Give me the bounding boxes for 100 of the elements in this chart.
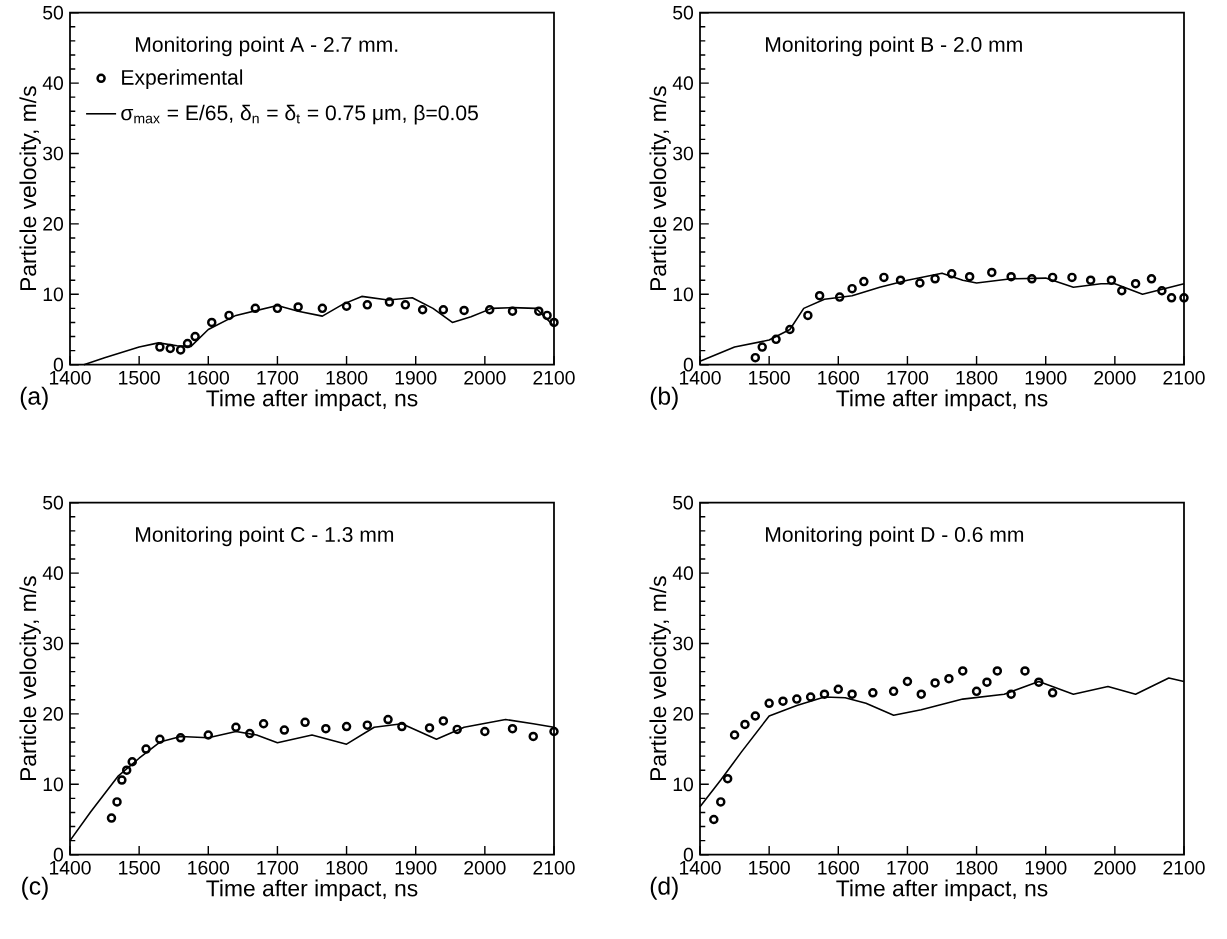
point <box>1006 689 1016 700</box>
x-tick-label: 1500 <box>749 371 790 385</box>
point <box>362 720 373 731</box>
point <box>165 343 175 354</box>
point <box>750 353 761 363</box>
point <box>1130 279 1141 289</box>
point <box>1047 272 1058 283</box>
point <box>293 302 303 312</box>
point <box>930 678 940 688</box>
point <box>231 722 241 733</box>
y-axis-title: Particle velocity, m/s <box>19 86 41 291</box>
point <box>971 686 982 697</box>
point <box>1117 286 1127 296</box>
x-tick-label: 1800 <box>956 861 998 875</box>
x-tick-label: 1800 <box>326 371 368 385</box>
point <box>272 303 283 314</box>
point <box>121 765 132 776</box>
y-tick-label: 10 <box>43 777 64 792</box>
text: (d) <box>650 876 678 900</box>
x-tick-label: 1700 <box>887 371 929 385</box>
y-tick-label: 40 <box>42 76 64 91</box>
point <box>507 306 518 317</box>
point <box>549 317 559 328</box>
legend-label: σ$_{max}$ = E/65, δ$_{n}$ = δ$_{t}$ = 0.75 μm, β=0.05 <box>121 105 478 125</box>
point <box>141 744 151 754</box>
point <box>1106 275 1117 286</box>
point <box>1034 677 1044 688</box>
point <box>484 305 495 315</box>
point <box>833 684 844 695</box>
y-tick-label: 20 <box>673 707 694 721</box>
point <box>117 775 127 785</box>
x-tick-label: 1900 <box>1025 861 1067 875</box>
point <box>1157 286 1167 296</box>
point <box>847 689 857 700</box>
point <box>258 719 269 729</box>
point <box>915 278 925 288</box>
point <box>902 676 913 687</box>
point <box>245 729 255 739</box>
x-tick-label: 1400 <box>679 371 721 385</box>
x-tick-label: 1700 <box>257 861 299 875</box>
point <box>1027 274 1037 284</box>
point <box>203 730 214 740</box>
x-tick-label: 1400 <box>49 371 91 385</box>
x-tick-label: 1600 <box>818 371 860 385</box>
legend-label: Experimental <box>122 69 243 90</box>
y-tick-label: 0 <box>53 848 64 862</box>
point <box>958 666 968 676</box>
y-tick-label: 0 <box>683 848 694 862</box>
x-tick-label: 2100 <box>533 371 575 385</box>
point <box>987 267 997 278</box>
point <box>859 277 869 287</box>
point <box>534 306 544 317</box>
x-tick-label: 1500 <box>119 371 160 385</box>
point <box>321 724 331 734</box>
y-tick-label: 50 <box>673 496 694 510</box>
x-tick-label: 1700 <box>257 371 299 385</box>
point <box>716 797 726 807</box>
point <box>424 723 435 733</box>
point <box>438 716 449 726</box>
text: (c) <box>22 876 48 900</box>
text: Monitoring point D - 0.6 mm <box>766 526 1024 547</box>
y-tick-label: 10 <box>673 777 694 792</box>
point <box>155 734 165 745</box>
point <box>549 726 559 737</box>
point <box>384 297 395 307</box>
point <box>528 731 538 742</box>
point <box>814 291 825 301</box>
point <box>930 274 940 284</box>
y-tick-label: 40 <box>672 76 694 91</box>
y-axis-title: Particle velocity, m/s <box>649 86 671 291</box>
x-tick-label: 1600 <box>818 861 860 875</box>
point <box>771 334 781 345</box>
y-tick-label: 30 <box>43 146 64 161</box>
y-tick-label: 20 <box>43 707 64 721</box>
point <box>175 733 186 743</box>
x-tick-label: 1700 <box>887 861 929 875</box>
x-tick-label: 2100 <box>533 861 575 875</box>
y-tick-label: 40 <box>672 566 694 581</box>
y-tick-label: 30 <box>673 146 694 161</box>
point <box>895 275 906 286</box>
point <box>182 338 193 349</box>
point <box>740 719 750 730</box>
y-tick-label: 20 <box>43 217 64 231</box>
point <box>1047 688 1058 698</box>
x-tick-label: 1800 <box>956 371 998 385</box>
point <box>112 797 122 807</box>
x-tick-label: 2100 <box>1163 371 1205 385</box>
y-tick-label: 50 <box>43 6 64 20</box>
point <box>1067 272 1077 283</box>
point <box>362 300 373 310</box>
y-axis-title: Particle velocity, m/s <box>19 576 41 781</box>
point <box>106 813 117 823</box>
point <box>300 717 310 728</box>
x-tick-label: 1500 <box>749 861 790 875</box>
point <box>190 331 200 342</box>
x-tick-label: 1900 <box>395 861 437 875</box>
x-tick-label: 1900 <box>1025 371 1067 385</box>
point <box>317 303 328 314</box>
x-tick-label: 2000 <box>464 861 506 875</box>
y-tick-label: 30 <box>673 636 694 651</box>
